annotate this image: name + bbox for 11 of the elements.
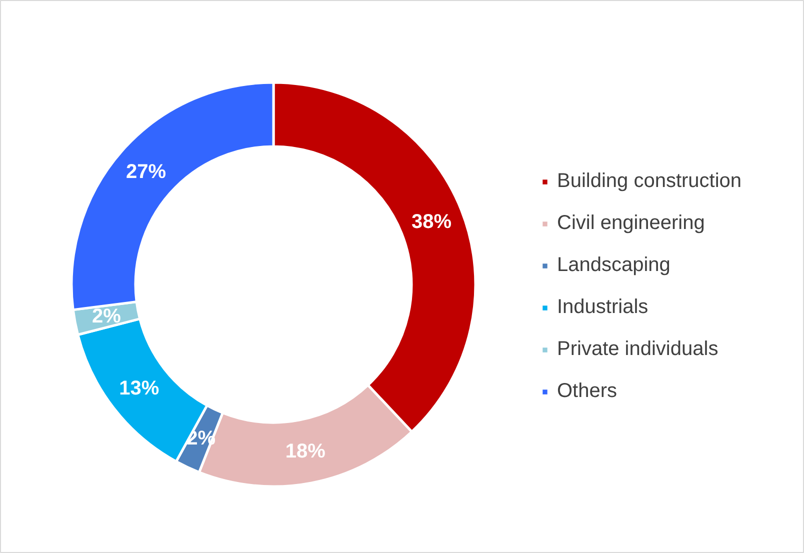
legend-label: Landscaping (557, 254, 670, 277)
legend-label: Building construction (557, 170, 742, 193)
legend-label: Civil engineering (557, 212, 705, 235)
data-label: 13% (119, 378, 160, 400)
legend-label: Others (557, 380, 618, 403)
data-label: 2% (92, 305, 122, 328)
legend-label: Private individuals (557, 338, 718, 361)
data-label: 38% (412, 210, 452, 233)
legend-label: Industrials (557, 296, 648, 319)
data-label: 27% (126, 161, 166, 184)
data-label: 18% (285, 440, 326, 462)
